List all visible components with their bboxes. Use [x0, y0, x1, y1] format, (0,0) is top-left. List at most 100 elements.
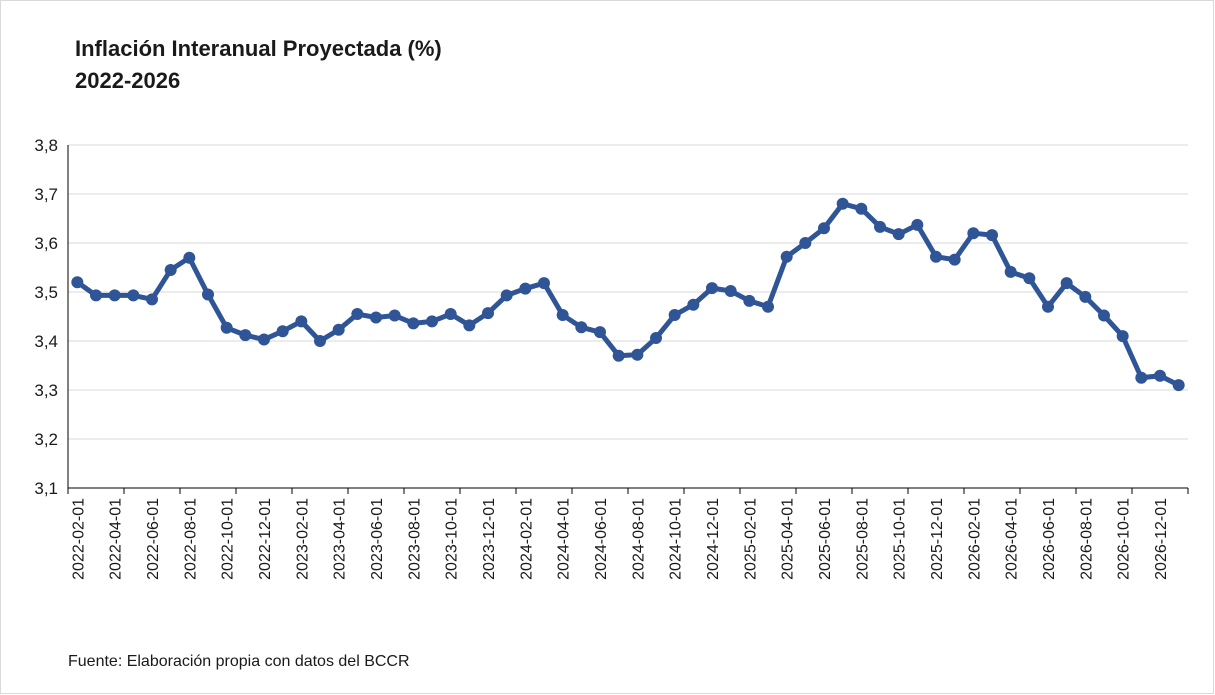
point-marker [258, 333, 270, 346]
point-marker [892, 228, 905, 241]
point-marker [799, 237, 812, 249]
point-marker [780, 250, 793, 263]
point-marker [1060, 277, 1073, 290]
point-marker [631, 348, 644, 361]
x-tick-label: 2022-02-01 [70, 498, 87, 580]
point-marker [930, 250, 942, 263]
point-marker [127, 289, 140, 302]
x-tick-label: 2024-02-01 [518, 498, 535, 580]
point-marker [818, 222, 830, 235]
y-tick-label: 3,1 [34, 479, 58, 498]
point-marker [724, 285, 737, 298]
x-tick-label: 2023-08-01 [406, 498, 423, 580]
point-marker [463, 319, 476, 332]
point-marker [519, 282, 532, 295]
point-marker [426, 315, 438, 328]
point-marker [500, 289, 513, 302]
point-marker [71, 276, 84, 289]
point-marker [855, 202, 868, 215]
x-tick-label: 2026-08-01 [1078, 498, 1095, 580]
point-marker [1116, 330, 1129, 343]
point-marker [407, 317, 420, 330]
point-marker [1135, 371, 1148, 384]
point-marker [220, 321, 233, 334]
x-tick-label: 2023-02-01 [294, 498, 311, 580]
x-tick-label: 2026-02-01 [966, 498, 983, 580]
x-tick-label: 2026-06-01 [1041, 498, 1058, 580]
point-marker [108, 289, 121, 302]
x-tick-label: 2025-10-01 [892, 498, 909, 580]
y-tick-label: 3,7 [34, 185, 58, 204]
x-tick-label: 2024-12-01 [705, 498, 722, 580]
x-tick-label: 2023-04-01 [332, 498, 349, 580]
point-marker [874, 220, 886, 233]
y-tick-label: 3,3 [34, 381, 58, 400]
point-marker [1042, 300, 1054, 313]
y-tick-label: 3,2 [34, 430, 58, 449]
point-marker [90, 289, 102, 302]
x-tick-label: 2024-04-01 [556, 498, 573, 580]
chart-title: Inflación Interanual Proyectada (%) [75, 36, 442, 61]
x-tick-label: 2026-10-01 [1116, 498, 1133, 580]
point-marker [164, 263, 177, 276]
y-tick-label: 3,8 [34, 136, 58, 155]
point-marker [594, 326, 606, 339]
x-tick-label: 2023-12-01 [481, 498, 498, 580]
point-marker [388, 309, 401, 322]
y-tick-label: 3,4 [34, 332, 58, 351]
point-marker [183, 251, 196, 264]
x-tick-label: 2023-06-01 [369, 498, 386, 580]
point-marker [762, 300, 774, 313]
point-marker [295, 315, 308, 328]
point-marker [650, 332, 662, 345]
point-marker [1172, 379, 1185, 392]
point-marker [202, 288, 214, 301]
x-tick-label: 2025-12-01 [929, 498, 946, 580]
x-tick-label: 2024-10-01 [668, 498, 685, 580]
x-tick-label: 2022-06-01 [145, 498, 162, 580]
x-tick-label: 2025-06-01 [817, 498, 834, 580]
point-marker [276, 325, 289, 338]
y-tick-label: 3,5 [34, 283, 58, 302]
x-tick-label: 2026-04-01 [1004, 498, 1021, 580]
point-marker [911, 218, 924, 231]
point-marker [575, 321, 588, 334]
point-marker [743, 294, 756, 307]
point-marker [1004, 265, 1017, 278]
point-marker [1154, 369, 1166, 382]
point-marker [370, 311, 382, 324]
x-tick-label: 2022-08-01 [182, 498, 199, 580]
point-marker [986, 229, 998, 242]
x-tick-label: 2026-12-01 [1153, 498, 1170, 580]
point-marker [687, 298, 700, 311]
x-tick-label: 2025-04-01 [780, 498, 797, 580]
point-marker [1098, 309, 1110, 322]
point-marker [1023, 272, 1036, 285]
point-marker [332, 323, 345, 336]
point-marker [836, 197, 849, 210]
point-marker [444, 308, 457, 321]
point-marker [482, 307, 494, 320]
point-marker [314, 335, 326, 347]
point-marker [967, 227, 980, 240]
x-tick-label: 2024-06-01 [593, 498, 610, 580]
point-marker [538, 277, 550, 290]
chart-subtitle: 2022-2026 [75, 68, 180, 93]
x-tick-label: 2025-08-01 [854, 498, 871, 580]
x-tick-label: 2025-02-01 [742, 498, 759, 580]
x-tick-label: 2023-10-01 [444, 498, 461, 580]
x-tick-label: 2024-08-01 [630, 498, 647, 580]
point-marker [351, 308, 364, 321]
point-marker [556, 309, 569, 322]
point-marker [948, 253, 961, 266]
x-tick-label: 2022-12-01 [257, 498, 274, 580]
footnote: Fuente: Elaboración propia con datos del… [68, 653, 410, 670]
point-marker [146, 293, 158, 306]
x-tick-label: 2022-10-01 [220, 498, 237, 580]
x-tick-label: 2022-04-01 [108, 498, 125, 580]
point-marker [612, 349, 625, 362]
point-marker [239, 329, 252, 342]
point-marker [706, 282, 718, 295]
